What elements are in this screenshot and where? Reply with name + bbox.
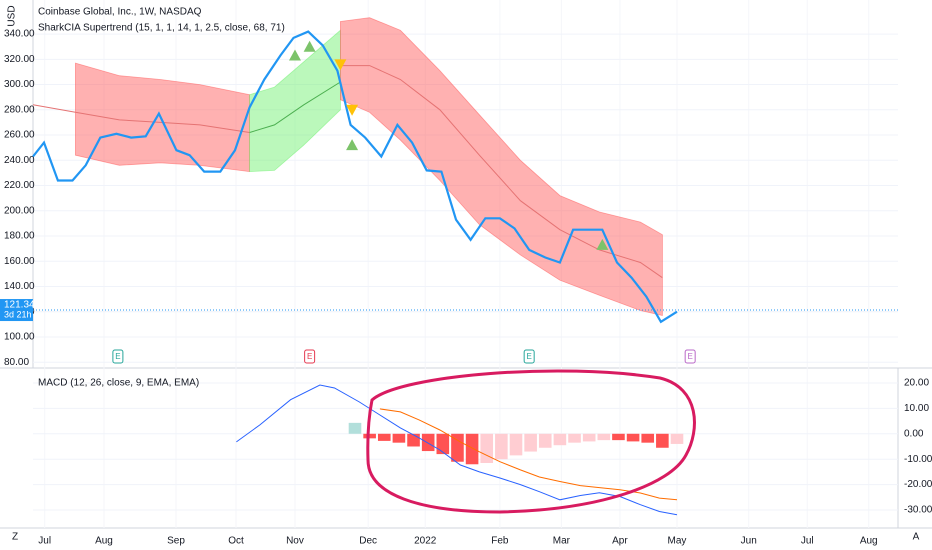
signal-marker [334, 59, 347, 71]
signal-marker [288, 49, 301, 61]
signal-marker [346, 139, 359, 151]
countdown-label: 3d 21h [4, 309, 32, 319]
y-tick-label: 80.00 [4, 357, 29, 368]
histogram-bar [553, 433, 567, 446]
earnings-label: E [526, 352, 531, 361]
indicator-title: SharkCIA Supertrend (15, 1, 1, 14, 1, 2.… [38, 23, 285, 34]
histogram-bar [670, 433, 684, 444]
x-tick-label: Aug [860, 536, 878, 547]
earnings-marker [523, 349, 535, 364]
supertrend-band [249, 29, 341, 173]
x-tick-label: Mar [553, 536, 571, 547]
y-tick-label: -10.00 [904, 454, 932, 465]
histogram-bar [597, 433, 611, 441]
earnings-label: E [115, 352, 120, 361]
x-tick-label: Jul [38, 536, 51, 547]
histogram-bar [538, 433, 552, 448]
y-tick-label: 260.00 [4, 130, 35, 141]
signal-marker [303, 40, 316, 52]
y-tick-label: 240.00 [4, 155, 35, 166]
y-tick-label: 160.00 [4, 256, 35, 267]
price-line [32, 30, 678, 324]
histogram-bar [612, 433, 625, 441]
y-tick-label: 20.00 [904, 378, 929, 389]
x-tick-label: 2022 [414, 536, 437, 547]
chart-title: Coinbase Global, Inc., 1W, NASDAQ [38, 7, 202, 18]
histogram-bar [451, 433, 464, 462]
last-price-label: 121.34 [4, 300, 35, 311]
histogram-bar [436, 433, 450, 455]
y-tick-label: 320.00 [4, 54, 35, 65]
histogram-bar [377, 433, 391, 441]
earnings-label: E [687, 352, 692, 361]
x-tick-label: May [668, 536, 687, 547]
y-tick-label: 180.00 [4, 231, 35, 242]
x-tick-label: Jun [741, 536, 757, 547]
histogram-bar [641, 433, 655, 443]
macd-title: MACD (12, 26, close, 9, EMA, EMA) [38, 378, 199, 389]
histogram-bar [495, 433, 508, 460]
y-tick-label: 300.00 [4, 79, 35, 90]
histogram-bar [465, 433, 479, 465]
histogram-bar [421, 433, 435, 452]
histogram-bar [656, 433, 669, 448]
band-midline [32, 104, 250, 133]
histogram-bar [348, 422, 362, 434]
band-midline [249, 81, 341, 133]
y-tick-label: 200.00 [4, 205, 35, 216]
histogram-bar [363, 433, 376, 439]
currency-label: USD [7, 5, 18, 26]
y-tick-label: 140.00 [4, 281, 35, 292]
y-tick-label: -30.00 [904, 505, 932, 516]
y-tick-label: -20.00 [904, 479, 932, 490]
histogram-bar [407, 433, 420, 447]
y-tick-label: 0.00 [904, 428, 924, 439]
y-tick-label: 340.00 [4, 29, 35, 40]
hand-drawn-circle [366, 369, 696, 514]
histogram-bar [626, 433, 640, 442]
x-tick-label: Aug [95, 536, 113, 547]
earnings-label: E [307, 352, 312, 361]
toolbar-button[interactable]: Z [12, 532, 18, 543]
histogram-bar [582, 433, 596, 442]
y-tick-label: 220.00 [4, 180, 35, 191]
toolbar-button[interactable]: A [913, 532, 920, 543]
y-tick-label: 10.00 [904, 403, 929, 414]
histogram-bar [524, 433, 537, 452]
x-tick-label: Nov [286, 536, 304, 547]
x-tick-label: Jul [801, 536, 814, 547]
histogram-bar [392, 433, 406, 443]
macd-line [236, 384, 678, 516]
x-tick-label: Feb [491, 536, 509, 547]
band-midline [340, 65, 663, 279]
x-tick-label: Dec [359, 536, 377, 547]
histogram-bar [509, 433, 523, 456]
x-tick-label: Oct [228, 536, 244, 547]
signal-marker [346, 104, 359, 116]
histogram-bar [480, 433, 494, 463]
last-price-box [0, 299, 33, 322]
earnings-marker [684, 349, 696, 364]
x-tick-label: Sep [167, 536, 185, 547]
y-tick-label: 100.00 [4, 332, 35, 343]
y-tick-label: 280.00 [4, 104, 35, 115]
x-tick-label: Apr [612, 536, 628, 547]
earnings-marker [304, 349, 316, 364]
signal-marker [596, 238, 609, 250]
histogram-bar [568, 433, 581, 443]
earnings-marker [112, 349, 124, 364]
